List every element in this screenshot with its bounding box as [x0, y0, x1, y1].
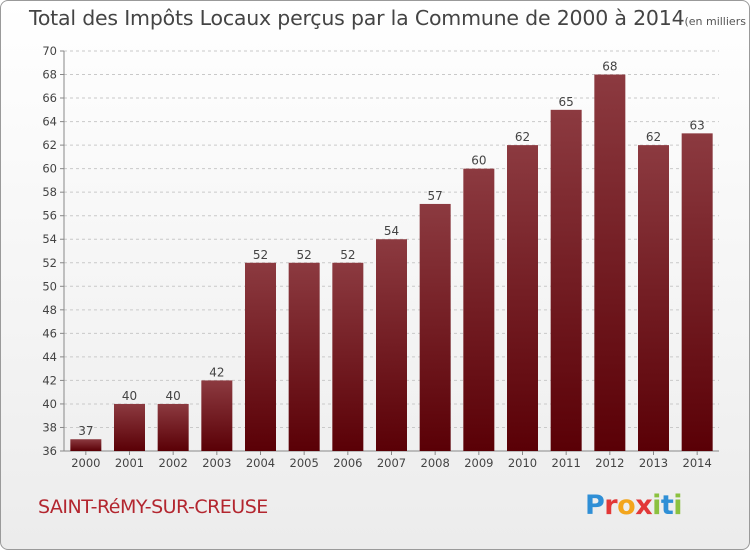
y-tick-label: 38	[42, 420, 57, 434]
bar	[550, 109, 582, 451]
bar	[245, 262, 276, 451]
proxiti-logo: Proxiti	[585, 490, 683, 521]
y-tick-label: 66	[42, 91, 57, 105]
bar	[70, 439, 102, 451]
data-label: 54	[384, 224, 399, 238]
x-axis-ticks: 2000 2001 2002 2003 2004 2005 2006 2007 2008 2009…	[71, 451, 712, 470]
logo-letter: P	[585, 490, 605, 521]
data-label: 52	[253, 248, 268, 262]
x-tick-label: 2007	[377, 456, 406, 470]
y-tick-label: 40	[42, 397, 57, 411]
bars	[70, 74, 713, 451]
chart-title: Total des Impôts Locaux perçus par la Co…	[29, 6, 749, 30]
data-label: 62	[515, 130, 530, 144]
y-tick-label: 42	[42, 373, 57, 387]
bar	[419, 203, 451, 451]
data-label: 52	[340, 248, 355, 262]
x-tick-label: 2004	[246, 456, 275, 470]
title-unit: (en milliers d'€)	[684, 15, 749, 28]
data-label: 52	[297, 248, 312, 262]
data-label: 62	[646, 130, 661, 144]
x-tick-label: 2014	[683, 456, 712, 470]
x-tick-label: 2013	[639, 456, 668, 470]
commune-name: SAINT-RéMY-SUR-CREUSE	[38, 496, 268, 518]
data-label: 40	[122, 389, 137, 403]
x-tick-label: 2000	[71, 456, 100, 470]
logo-letter: i	[652, 490, 661, 521]
x-tick-label: 2006	[333, 456, 362, 470]
y-tick-label: 46	[42, 326, 57, 340]
y-tick-label: 36	[42, 444, 57, 458]
y-tick-label: 68	[42, 68, 57, 82]
bar	[332, 262, 364, 451]
data-label: 68	[602, 60, 617, 74]
logo-letter: i	[673, 490, 683, 521]
bar	[157, 403, 189, 451]
x-tick-label: 2011	[552, 456, 581, 470]
data-label: 42	[209, 365, 224, 379]
logo-letter: x	[635, 490, 653, 521]
data-label: 63	[690, 118, 705, 132]
y-tick-label: 64	[42, 115, 57, 129]
data-label: 60	[471, 154, 486, 168]
y-tick-label: 70	[42, 44, 57, 58]
y-tick-label: 54	[42, 232, 57, 246]
x-tick-label: 2005	[290, 456, 319, 470]
data-label: 37	[78, 424, 93, 438]
data-label: 65	[559, 95, 574, 109]
bar	[114, 403, 145, 451]
bar	[201, 380, 233, 451]
x-tick-label: 2010	[508, 456, 537, 470]
bar	[638, 145, 669, 451]
x-tick-label: 2009	[464, 456, 493, 470]
bar	[507, 145, 538, 451]
bar	[463, 168, 495, 451]
data-labels: 37 40 40 42 52 52 52 54 57 60 62 65 68 62 63	[78, 60, 705, 439]
bar	[288, 262, 320, 451]
y-tick-label: 44	[42, 350, 57, 364]
y-tick-label: 58	[42, 185, 57, 199]
y-tick-label: 60	[42, 162, 57, 176]
y-tick-label: 48	[42, 303, 57, 317]
x-tick-label: 2008	[421, 456, 450, 470]
y-tick-label: 50	[42, 279, 57, 293]
title-text: Total des Impôts Locaux perçus par la Co…	[29, 6, 685, 30]
x-tick-label: 2003	[202, 456, 231, 470]
y-axis-ticks: 36 38 40 42 44 46 48 50 52 54 56 58 60 62 64 66 68 70	[42, 44, 64, 458]
bar	[681, 133, 713, 451]
x-tick-label: 2001	[115, 456, 144, 470]
data-label: 40	[166, 389, 181, 403]
y-tick-label: 62	[42, 138, 57, 152]
y-tick-label: 52	[42, 256, 57, 270]
bar	[594, 74, 626, 451]
y-tick-label: 56	[42, 209, 57, 223]
logo-letter: o	[617, 490, 636, 521]
logo-letter: r	[604, 490, 618, 521]
data-label: 57	[428, 189, 443, 203]
logo-letter: t	[660, 490, 674, 521]
x-tick-label: 2012	[595, 456, 624, 470]
x-tick-label: 2002	[159, 456, 188, 470]
bar	[376, 239, 407, 451]
